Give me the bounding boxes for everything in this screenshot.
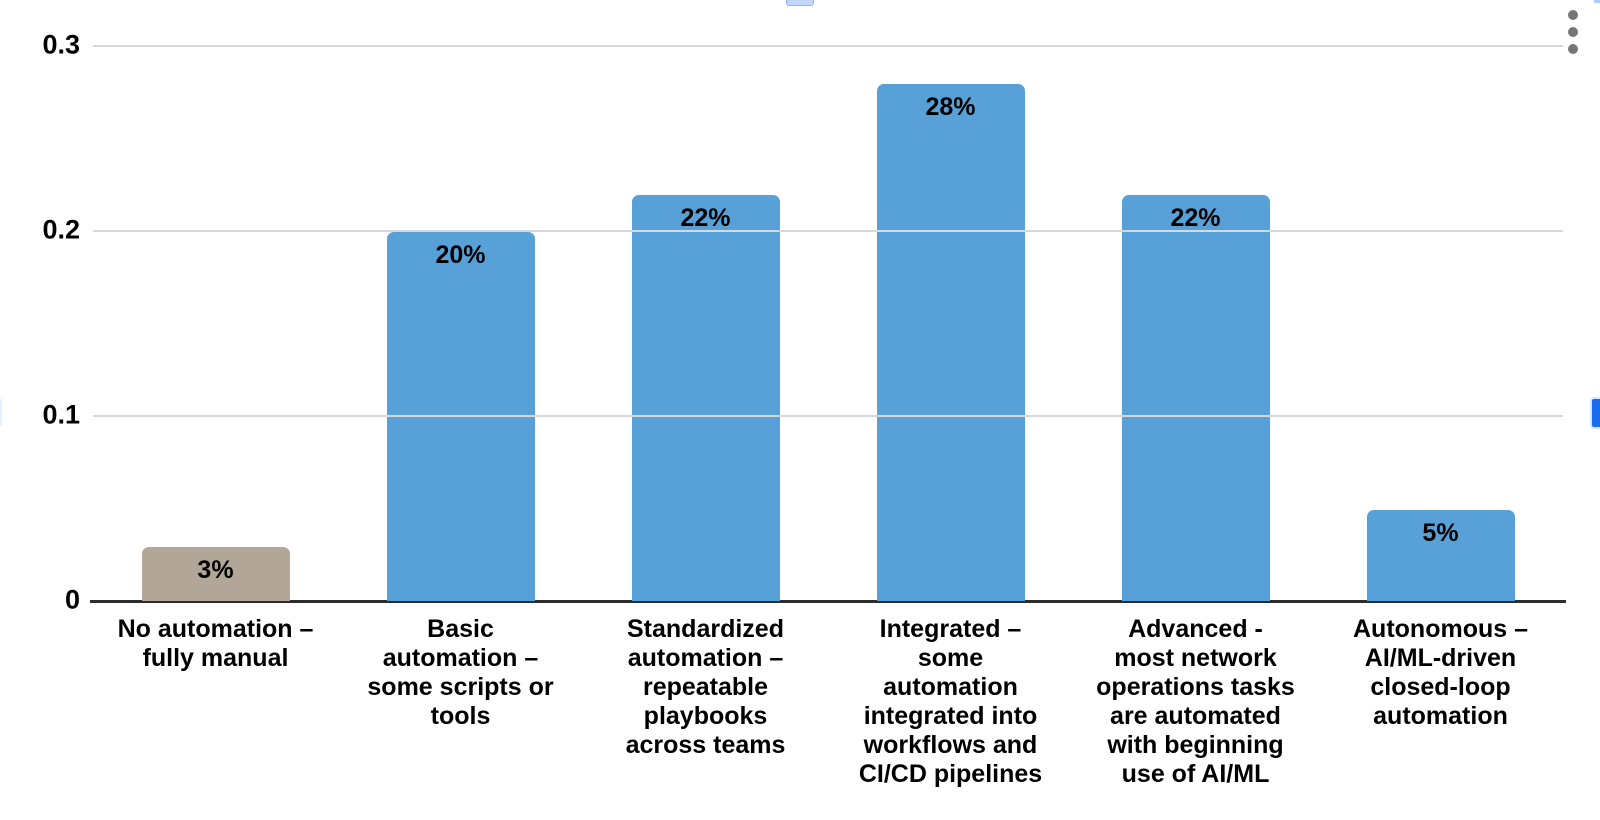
x-axis-category-label: No automation – fully manual	[117, 615, 314, 672]
x-axis-labels: No automation – fully manual Basic automa…	[93, 615, 1563, 789]
x-axis-category-label: Standardized automation – repeatable pla…	[625, 615, 786, 759]
bar[interactable]: 28%	[876, 84, 1025, 601]
bar-slot: 22%	[583, 46, 828, 601]
x-axis-line	[90, 600, 1566, 603]
selection-handle-top[interactable]	[786, 0, 814, 6]
gridline	[93, 45, 1563, 47]
bar-slot: 22%	[1073, 46, 1318, 601]
bar-value-label: 3%	[197, 555, 234, 584]
bar-value-label: 20%	[435, 241, 486, 269]
y-axis-tick-label: 0	[64, 584, 80, 615]
bar-value-label: 22%	[680, 204, 731, 232]
gridline	[93, 415, 1563, 417]
chart-options-menu-button[interactable]	[1563, 8, 1583, 56]
y-axis-tick-label: 0.2	[42, 214, 80, 245]
bar-value-label: 5%	[1422, 518, 1459, 547]
kebab-icon	[1568, 44, 1578, 54]
bar-value-label: 22%	[1170, 204, 1221, 232]
selection-handle-left[interactable]	[0, 399, 2, 426]
bar[interactable]: 22%	[1121, 195, 1270, 601]
selection-handle-corner[interactable]	[1594, 0, 1600, 3]
bar-slot: 3%	[93, 46, 338, 601]
bar-slot: 20%	[338, 46, 583, 601]
y-axis-tick-label: 0.3	[42, 29, 80, 60]
bar[interactable]: 22%	[631, 195, 780, 601]
x-axis-category-label: Integrated – some automation integrated …	[858, 615, 1043, 788]
bar-value-label: 28%	[925, 93, 976, 121]
bar[interactable]: 3%	[141, 546, 290, 601]
bars-container: 3% 20% 22% 28% 22% 5%	[93, 46, 1563, 601]
bar-slot: 5%	[1318, 46, 1563, 601]
bar-slot: 28%	[828, 46, 1073, 601]
kebab-icon	[1568, 10, 1578, 20]
bar[interactable]: 5%	[1366, 509, 1515, 601]
selection-handle-right[interactable]	[1590, 397, 1600, 429]
gridline	[93, 230, 1563, 232]
x-axis-category-label: Basic automation – some scripts or tools	[367, 615, 554, 730]
kebab-icon	[1568, 27, 1578, 37]
x-axis-category-label: Advanced - most network operations tasks…	[1096, 615, 1295, 788]
y-axis-tick-label: 0.1	[42, 399, 80, 430]
x-axis-category-label: Autonomous – AI/ML-driven closed-loop au…	[1353, 615, 1528, 730]
